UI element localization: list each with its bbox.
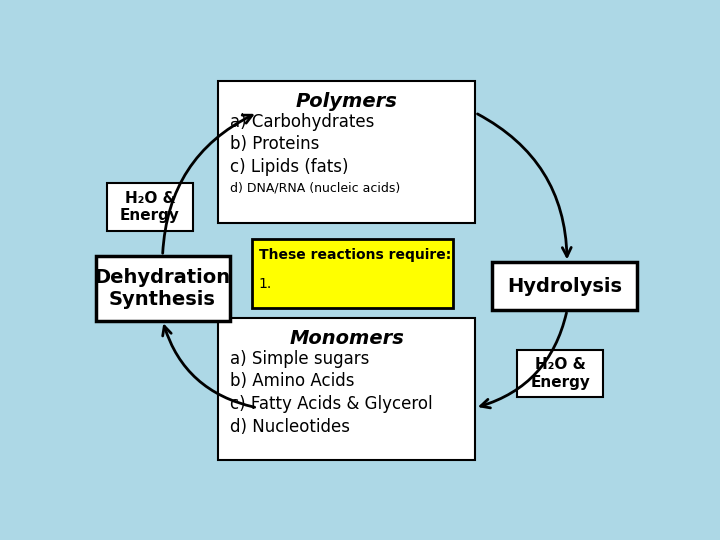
FancyBboxPatch shape — [252, 239, 453, 308]
Text: Hydrolysis: Hydrolysis — [507, 276, 622, 296]
FancyBboxPatch shape — [218, 319, 475, 460]
FancyBboxPatch shape — [107, 183, 193, 231]
Text: a) Carbohydrates: a) Carbohydrates — [230, 113, 374, 131]
FancyBboxPatch shape — [517, 349, 603, 397]
Text: Monomers: Monomers — [289, 329, 404, 348]
Text: 1.: 1. — [258, 277, 271, 291]
Text: c) Lipids (fats): c) Lipids (fats) — [230, 158, 348, 177]
FancyBboxPatch shape — [492, 262, 637, 310]
Text: H₂O &
Energy: H₂O & Energy — [120, 191, 180, 224]
FancyBboxPatch shape — [218, 82, 475, 223]
Text: These reactions require:: These reactions require: — [258, 248, 451, 262]
Text: a) Simple sugars: a) Simple sugars — [230, 349, 369, 368]
Text: d) Nucleotides: d) Nucleotides — [230, 418, 349, 436]
FancyBboxPatch shape — [96, 256, 230, 321]
Text: H₂O &
Energy: H₂O & Energy — [530, 357, 590, 390]
Text: b) Proteins: b) Proteins — [230, 136, 319, 153]
Text: d) DNA/RNA (nucleic acids): d) DNA/RNA (nucleic acids) — [230, 181, 400, 194]
Text: b) Amino Acids: b) Amino Acids — [230, 373, 354, 390]
Text: c) Fatty Acids & Glycerol: c) Fatty Acids & Glycerol — [230, 395, 432, 413]
Text: Dehydration
Synthesis: Dehydration Synthesis — [94, 268, 230, 309]
Text: Polymers: Polymers — [296, 92, 397, 111]
